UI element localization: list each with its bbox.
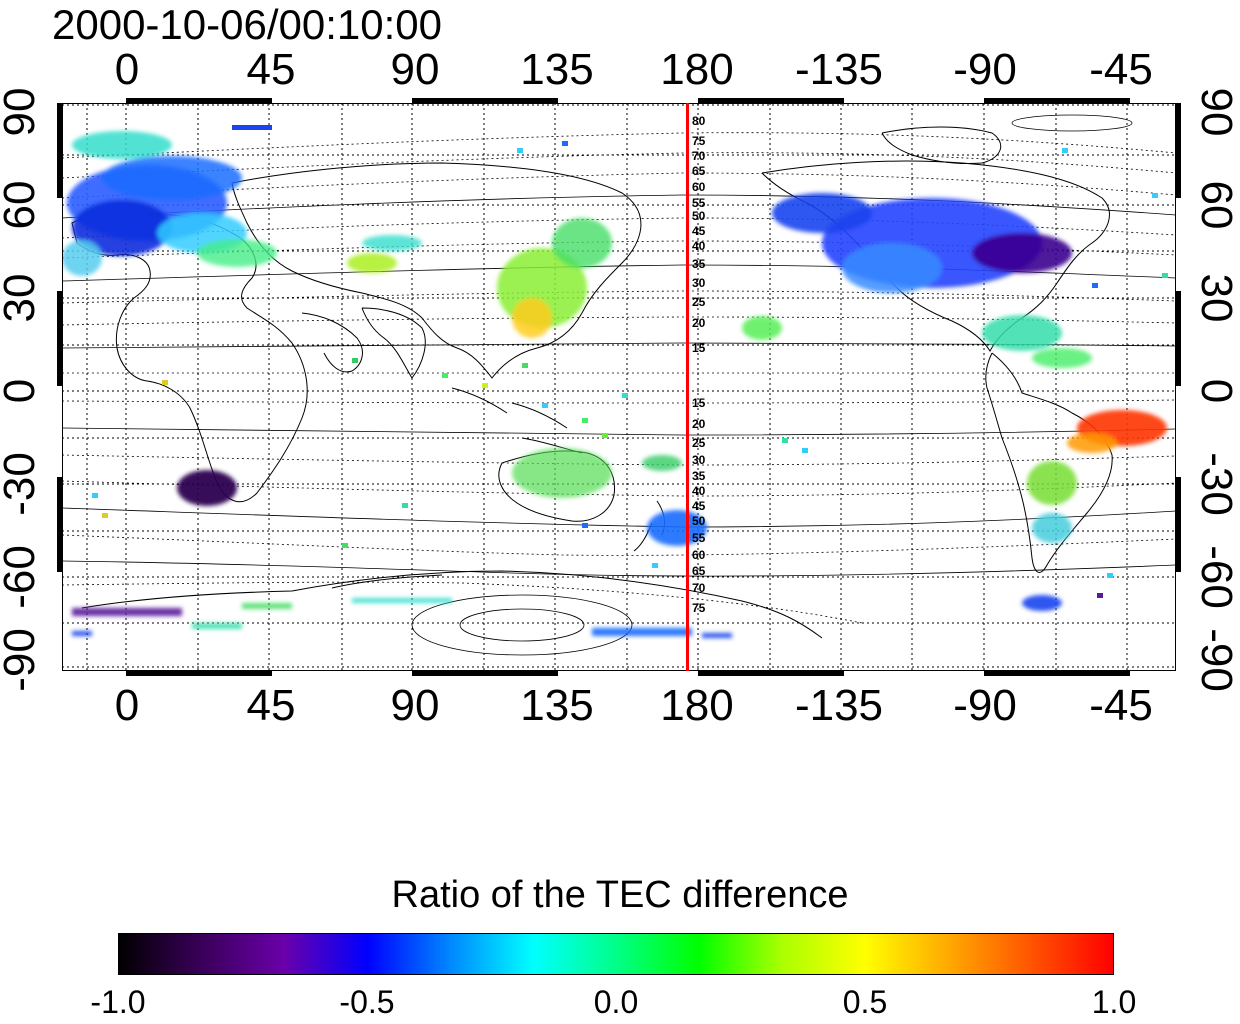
lon-label-top: 180 xyxy=(660,45,734,94)
magnetic-latitude-contours xyxy=(62,114,1176,656)
mag-lat-label: 15 xyxy=(692,341,706,355)
colorbar-tick-label: 0.0 xyxy=(593,984,639,1020)
lat-label-right: -90 xyxy=(1192,628,1240,692)
mag-lat-label: 60 xyxy=(692,548,706,562)
frame-bar xyxy=(57,103,63,198)
mag-lat-label: 50 xyxy=(692,514,706,528)
mag-lat-label: 35 xyxy=(692,257,706,271)
colorbar-tick-label: -0.5 xyxy=(339,984,395,1020)
mag-lat-label: 65 xyxy=(692,164,706,178)
mag-lat-label: 15 xyxy=(692,396,706,410)
lon-label-bottom: -45 xyxy=(1089,681,1153,730)
lat-label-left: -90 xyxy=(0,628,44,692)
colorbar-tick-label: 1.0 xyxy=(1091,984,1137,1020)
frame-bar xyxy=(57,291,63,386)
lon-label-bottom: -135 xyxy=(794,681,884,730)
lon-label-bottom: 90 xyxy=(390,681,440,730)
mag-lat-label: 25 xyxy=(692,295,706,309)
frame-bar xyxy=(57,477,63,572)
colorbar-tick-label: 0.5 xyxy=(842,984,888,1020)
tec-data-cells xyxy=(62,125,1168,638)
lon-label-bottom: 45 xyxy=(246,681,296,730)
frame-bar xyxy=(698,670,844,676)
mag-lat-label: 30 xyxy=(692,453,706,467)
lon-label-top: -90 xyxy=(953,45,1017,94)
map-frame xyxy=(62,103,1176,671)
mag-lat-label: 40 xyxy=(692,239,706,253)
frame-bar xyxy=(412,98,558,104)
frame-bar xyxy=(1175,103,1181,198)
map-background xyxy=(62,103,1176,671)
mag-lat-label: 20 xyxy=(692,316,706,330)
frame-bar xyxy=(412,670,558,676)
colorbar-title: Ratio of the TEC difference xyxy=(391,874,849,916)
lon-label-top: 0 xyxy=(114,45,140,94)
lon-label-top: 90 xyxy=(390,45,440,94)
mag-lat-label: 55 xyxy=(692,196,706,210)
mag-lat-label: 65 xyxy=(692,564,706,578)
lon-label-top: -135 xyxy=(794,45,884,94)
mag-lat-label: 40 xyxy=(692,484,706,498)
mag-lat-label: 75 xyxy=(692,134,706,148)
mag-lat-label: 45 xyxy=(692,224,706,238)
mag-lat-label: 20 xyxy=(692,417,706,431)
mag-lat-label: 70 xyxy=(692,149,706,163)
map-title: 2000-10-06/00:10:00 xyxy=(52,1,442,48)
frame-bar xyxy=(1175,477,1181,572)
frame-bar xyxy=(698,98,844,104)
frame-bar xyxy=(984,670,1130,676)
frame-bar xyxy=(1175,291,1181,386)
meridian-180-line xyxy=(686,103,689,671)
frame-bar xyxy=(984,98,1130,104)
colorbar xyxy=(118,933,1114,975)
mag-lat-label: 50 xyxy=(692,209,706,223)
mag-lat-label: 45 xyxy=(692,499,706,513)
mag-lat-label: 80 xyxy=(692,114,706,128)
frame-bar xyxy=(126,98,272,104)
mag-lat-label: 70 xyxy=(692,581,706,595)
lon-label-top: 135 xyxy=(520,45,594,94)
lon-label-top: -45 xyxy=(1089,45,1153,94)
mag-lat-label: 25 xyxy=(692,436,706,450)
mag-lat-label: 55 xyxy=(692,531,706,545)
lon-label-bottom: -90 xyxy=(953,681,1017,730)
lon-label-bottom: 180 xyxy=(660,681,734,730)
colorbar-tick-label: -1.0 xyxy=(90,984,146,1020)
lon-label-bottom: 0 xyxy=(114,681,140,730)
tec-map xyxy=(62,103,1176,671)
lon-label-top: 45 xyxy=(246,45,296,94)
lon-label-bottom: 135 xyxy=(520,681,594,730)
mag-lat-label: 30 xyxy=(692,276,706,290)
frame-bar xyxy=(126,670,272,676)
mag-lat-label: 35 xyxy=(692,469,706,483)
mag-lat-label: 60 xyxy=(692,180,706,194)
mag-lat-label: 75 xyxy=(692,601,706,615)
